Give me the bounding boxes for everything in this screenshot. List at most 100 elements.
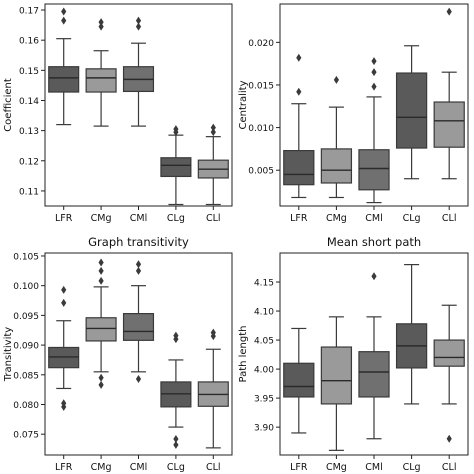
box-body bbox=[85, 68, 117, 93]
x-tick-label: LFR bbox=[290, 462, 308, 473]
y-tick-label: 0.010 bbox=[248, 124, 274, 134]
subplot-2: Centrality 0.005 0.010 0.015 0.020 LFR CMg CMl C… bbox=[238, 3, 469, 224]
box-body bbox=[122, 313, 155, 341]
outlier-point bbox=[135, 16, 142, 25]
y-axis-label: Path length bbox=[238, 325, 249, 382]
y-axis-label: Coefficient bbox=[3, 78, 14, 132]
x-tick-label: CLg bbox=[167, 213, 185, 224]
y-tick-label: 0.15 bbox=[19, 67, 39, 77]
outlier-point bbox=[135, 374, 142, 383]
box-body bbox=[358, 351, 390, 398]
box-CMl bbox=[122, 260, 155, 383]
x-tick-label: CLg bbox=[403, 213, 421, 224]
y-tick-label: 0.100 bbox=[13, 282, 39, 292]
outlier-point bbox=[61, 285, 67, 294]
y-tick-label: 0.075 bbox=[13, 431, 39, 441]
y-tick-label: 0.085 bbox=[13, 371, 39, 381]
y-tick-label: 0.17 bbox=[19, 7, 39, 17]
x-tick-label: CMg bbox=[326, 462, 347, 473]
outlier-point bbox=[61, 298, 67, 307]
box-LFR bbox=[283, 53, 315, 199]
box-body bbox=[283, 362, 315, 398]
subplot-1: Coefficient 0.11 0.12 0.13 0.14 0.15 0.16 0.17 L… bbox=[3, 3, 233, 224]
outlier-point bbox=[135, 260, 142, 269]
y-tick-label: 4.15 bbox=[254, 279, 274, 289]
y-tick-label: 0.16 bbox=[19, 37, 39, 47]
x-tick-label: CLl bbox=[206, 213, 221, 224]
box-CLg bbox=[395, 45, 428, 180]
x-tick-label: CMl bbox=[365, 213, 382, 224]
x-tick-label: CMl bbox=[365, 462, 382, 473]
x-tick-label: CLg bbox=[403, 462, 421, 473]
box-body bbox=[433, 339, 465, 367]
y-tick-label: 0.14 bbox=[19, 97, 39, 107]
outlier-point bbox=[371, 57, 377, 66]
y-tick-label: 0.11 bbox=[19, 187, 39, 197]
x-tick-label: CLl bbox=[206, 462, 221, 473]
outlier-point bbox=[98, 258, 104, 267]
outlier-point bbox=[446, 434, 452, 443]
outlier-point bbox=[61, 399, 67, 408]
y-axis-label: Transitivity bbox=[3, 327, 14, 383]
chart-title: Mean short path bbox=[327, 235, 421, 249]
y-axis-label: Centrality bbox=[238, 80, 249, 129]
outlier-point bbox=[173, 440, 179, 449]
box-CMg bbox=[320, 75, 353, 199]
outlier-point bbox=[98, 22, 104, 31]
y-tick-label: 3.95 bbox=[254, 395, 274, 405]
x-tick-label: CMg bbox=[91, 462, 112, 473]
box-CMl bbox=[358, 57, 390, 204]
subplot-4: Mean short path Path length 3.90 3.95 4.00 4.… bbox=[238, 235, 469, 473]
box-CMg bbox=[85, 18, 117, 127]
y-tick-label: 0.005 bbox=[248, 167, 274, 177]
outlier-point bbox=[61, 16, 67, 25]
y-tick-label: 4.05 bbox=[254, 337, 274, 347]
x-tick-label: CLg bbox=[167, 462, 185, 473]
chart-title: Graph transitivity bbox=[88, 235, 189, 249]
box-body bbox=[160, 157, 192, 178]
outlier-point bbox=[371, 272, 377, 281]
box-CLl bbox=[433, 7, 465, 180]
y-tick-label: 4.10 bbox=[254, 308, 274, 318]
x-tick-label: CMg bbox=[91, 213, 112, 224]
y-tick-label: 4.00 bbox=[254, 366, 274, 376]
box-body bbox=[433, 101, 465, 148]
box-CLg bbox=[160, 125, 192, 206]
x-tick-label: LFR bbox=[55, 462, 73, 473]
box-CLg bbox=[395, 264, 428, 405]
outlier-point bbox=[98, 373, 104, 382]
box-CLl bbox=[197, 328, 229, 449]
outlier-point bbox=[173, 125, 179, 134]
outlier-point bbox=[296, 87, 302, 96]
box-CMl bbox=[358, 272, 390, 440]
box-body bbox=[358, 149, 390, 191]
outlier-point bbox=[210, 123, 216, 132]
box-CMg bbox=[320, 316, 353, 451]
outlier-point bbox=[135, 266, 142, 275]
outlier-point bbox=[61, 7, 67, 16]
outlier-point bbox=[371, 82, 377, 91]
box-CMg bbox=[85, 258, 117, 389]
box-CLg bbox=[160, 331, 192, 449]
box-CMl bbox=[122, 16, 155, 127]
outlier-point bbox=[446, 7, 452, 16]
outlier-point bbox=[173, 331, 179, 340]
y-tick-label: 0.105 bbox=[13, 252, 39, 262]
outlier-point bbox=[98, 266, 104, 275]
x-tick-label: CLl bbox=[442, 462, 457, 473]
box-body bbox=[85, 317, 117, 342]
box-body bbox=[283, 149, 315, 186]
x-tick-label: CMg bbox=[326, 213, 347, 224]
y-tick-label: 0.015 bbox=[248, 81, 274, 91]
box-CLl bbox=[197, 123, 229, 206]
box-body bbox=[395, 72, 428, 149]
box-CLl bbox=[433, 304, 465, 443]
box-LFR bbox=[48, 7, 80, 126]
x-tick-label: CMl bbox=[130, 462, 147, 473]
box-LFR bbox=[283, 327, 315, 434]
y-tick-label: 0.080 bbox=[13, 401, 39, 411]
outlier-point bbox=[210, 328, 216, 337]
x-tick-label: CMl bbox=[130, 213, 147, 224]
outlier-point bbox=[98, 18, 104, 27]
outlier-point bbox=[135, 22, 142, 31]
